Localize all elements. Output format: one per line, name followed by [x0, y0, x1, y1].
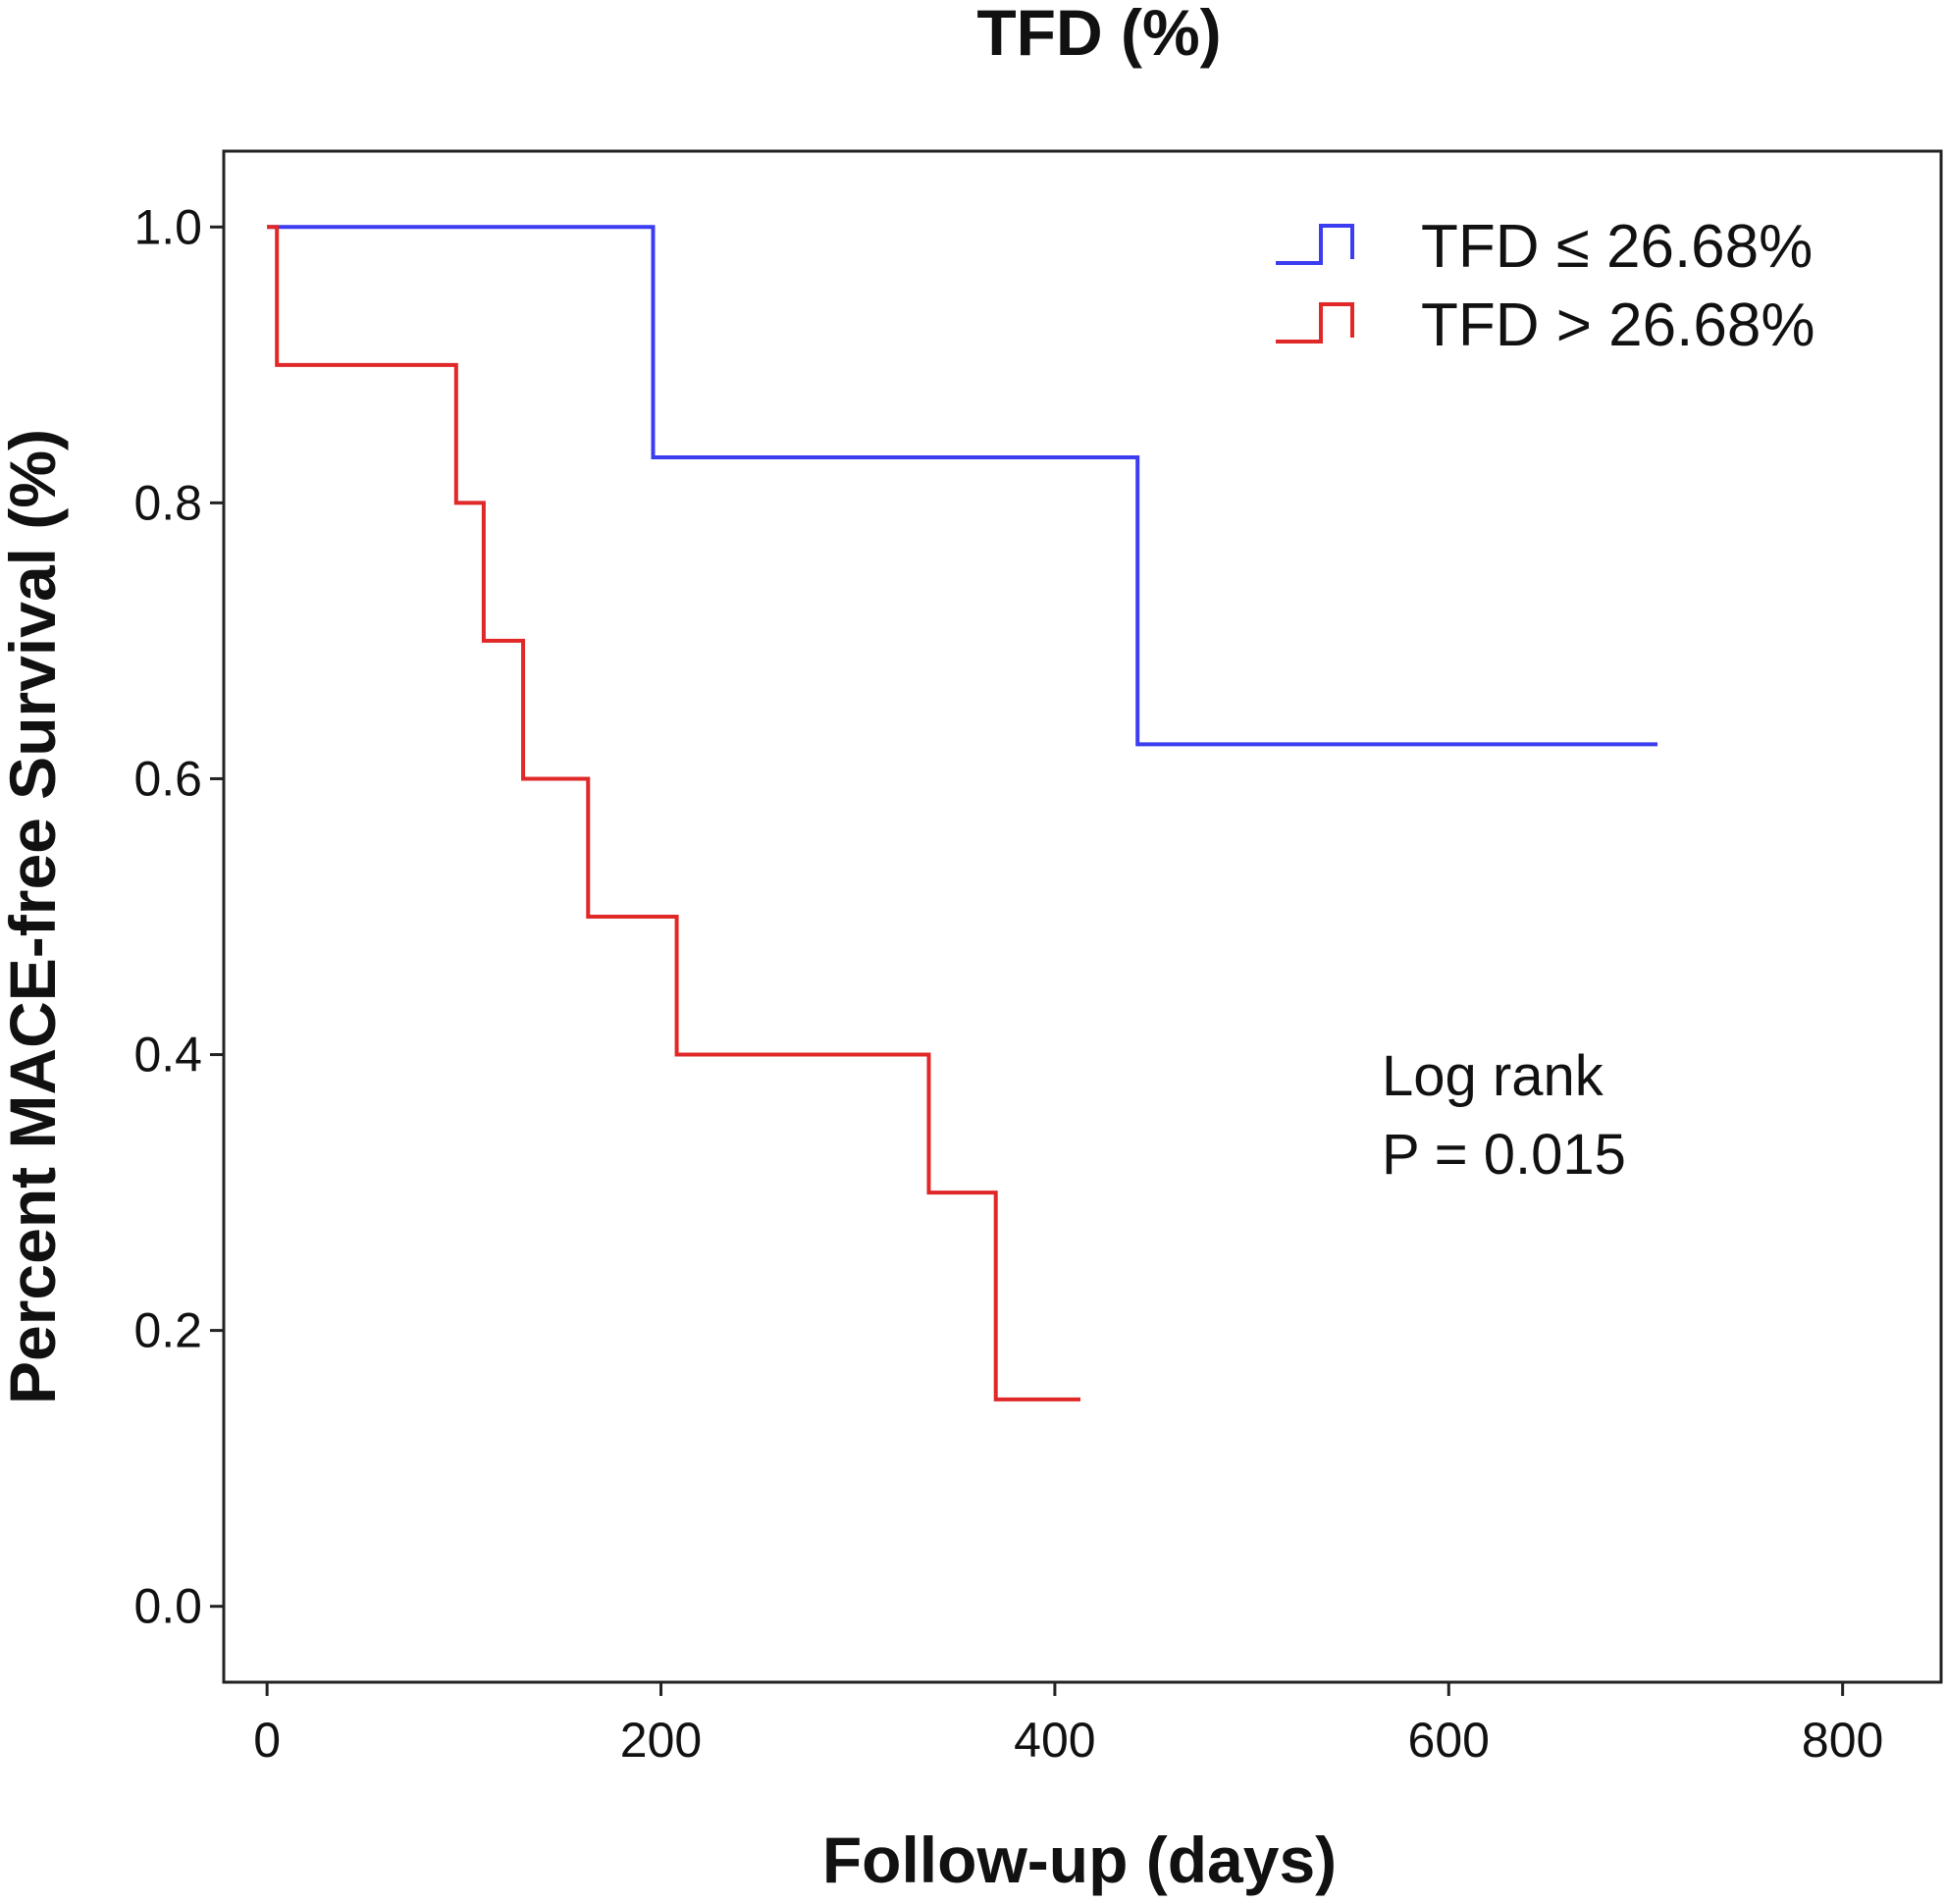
log-rank-label: Log rank: [1382, 1044, 1604, 1108]
legend-label: TFD > 26.68%: [1421, 291, 1815, 359]
p-value-label: P = 0.015: [1382, 1123, 1626, 1187]
survival-curves: [267, 225, 1658, 1402]
x-axis-label: Follow-up (days): [822, 1824, 1337, 1896]
plot-frame: [222, 149, 1943, 1684]
y-axis-label: Percent MACE-free Survival (%): [0, 429, 69, 1404]
chart-title: TFD (%): [976, 0, 1221, 69]
y-tick-label: 1.0: [133, 199, 202, 254]
x-axis-ticks: 0 200 400 600 800: [253, 1682, 1883, 1768]
survival-curve-low-tfd: [267, 225, 1658, 747]
x-tick-label: 0: [253, 1713, 281, 1768]
x-tick-label: 600: [1408, 1713, 1490, 1768]
legend-swatch: [1276, 224, 1354, 265]
y-tick-label: 0.8: [133, 475, 202, 530]
y-tick-label: 0.2: [133, 1303, 202, 1358]
y-axis-ticks: 0.0 0.2 0.4 0.6 0.8 1.0: [133, 199, 224, 1634]
legend-swatch: [1276, 302, 1354, 344]
y-tick-label: 0.4: [133, 1028, 202, 1083]
y-tick-label: 0.0: [133, 1579, 202, 1634]
survival-curve-high-tfd: [267, 225, 1080, 1402]
legend-label: TFD ≤ 26.68%: [1421, 213, 1813, 281]
x-tick-label: 400: [1014, 1713, 1095, 1768]
x-tick-label: 800: [1802, 1713, 1883, 1768]
x-tick-label: 200: [620, 1713, 702, 1768]
legend: TFD ≤ 26.68% TFD > 26.68%: [1276, 213, 1815, 359]
y-tick-label: 0.6: [133, 751, 202, 806]
